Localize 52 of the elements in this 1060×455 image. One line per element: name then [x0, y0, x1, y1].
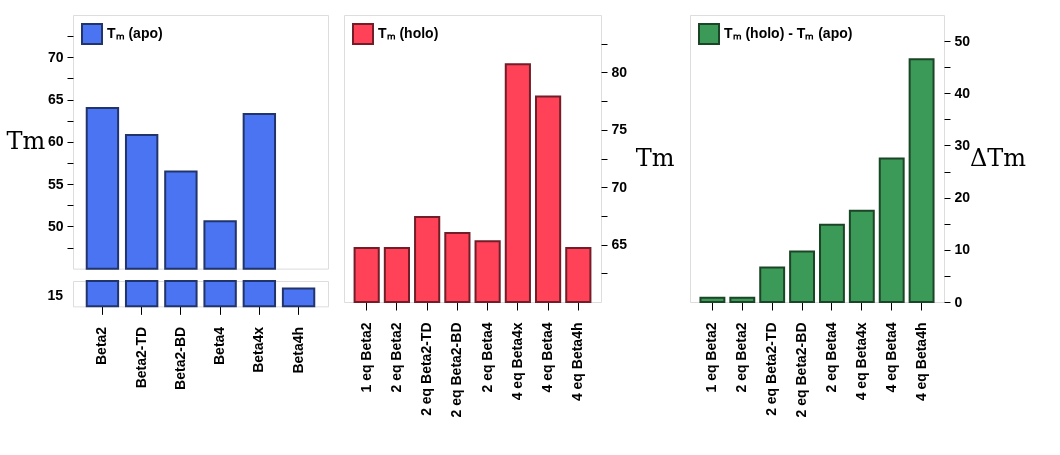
x-tick-label: 2 eq Beta2 [387, 322, 404, 393]
category-label: Beta4h [289, 326, 306, 374]
y2-axis-title: Tm [635, 144, 675, 172]
x-tick-label: 2 eq Beta2-TD [763, 322, 780, 416]
bar [729, 296, 756, 303]
bar [789, 250, 816, 303]
y2-tick-label: 20 [954, 189, 971, 206]
y-tick-label: 50 [47, 217, 64, 234]
x-tick-label: 4 eq Beta4h [569, 322, 586, 402]
y-tick-label: 70 [47, 48, 64, 65]
y-axis-title: Tm [6, 127, 46, 156]
legend-label: Tₘ (holo) - Tₘ (apo) [724, 25, 853, 41]
y2-axis-title: ΔTm [970, 144, 1027, 172]
text: 15 [47, 287, 64, 304]
x-tick-label: 4 eq Beta4x [852, 322, 869, 401]
y2-tick-label: 30 [954, 136, 971, 153]
y2-tick-label: 0 [954, 293, 963, 310]
y2-tick-label: 10 [954, 241, 971, 258]
x-tick-label: 4 eq Beta4 [882, 322, 899, 393]
x-tick-label: 4 eq Beta4h [912, 322, 929, 402]
y-tick-label: 60 [47, 133, 64, 150]
y2-tick-label: 50 [954, 32, 971, 49]
category-label: Beta4 [211, 326, 228, 365]
x-tick-label: 2 eq Beta4 [478, 322, 495, 393]
y2-tick-label: 65 [611, 236, 628, 253]
x-tick-label: 2 eq Beta2 [733, 322, 750, 393]
bar [699, 296, 726, 303]
y2-tick-label: 70 [611, 178, 628, 195]
legend-label: Tₘ (apo) [107, 25, 163, 41]
y-tick-label: 55 [47, 175, 64, 192]
x-tick-label: 2 eq Beta2-TD [418, 322, 435, 416]
x-tick-label: 2 eq Beta2-BD [793, 322, 810, 418]
category-label: Beta2-TD [132, 326, 149, 389]
bar [908, 58, 935, 303]
y2-tick-label: 80 [611, 63, 628, 80]
x-tick-label: 1 eq Beta2 [357, 322, 374, 393]
y-tick-label: 65 [47, 91, 64, 108]
bar [818, 223, 845, 303]
category-label: Beta2 [93, 326, 110, 365]
x-tick-label: 1 eq Beta2 [703, 322, 720, 393]
x-tick-label: 2 eq Beta4 [822, 322, 839, 393]
bar [759, 266, 786, 303]
bar [848, 209, 875, 303]
x-tick-label: 2 eq Beta2-BD [448, 322, 465, 418]
x-tick-label: 4 eq Beta4x [508, 322, 525, 401]
category-label: Beta2-BD [171, 326, 188, 390]
category-label: Beta4x [250, 326, 267, 373]
x-tick-label: 4 eq Beta4 [539, 322, 556, 393]
y2-tick-label: 75 [611, 121, 628, 138]
bar [878, 157, 905, 303]
y2-tick-label: 40 [954, 84, 971, 101]
legend-label: Tₘ (holo) [378, 25, 439, 41]
